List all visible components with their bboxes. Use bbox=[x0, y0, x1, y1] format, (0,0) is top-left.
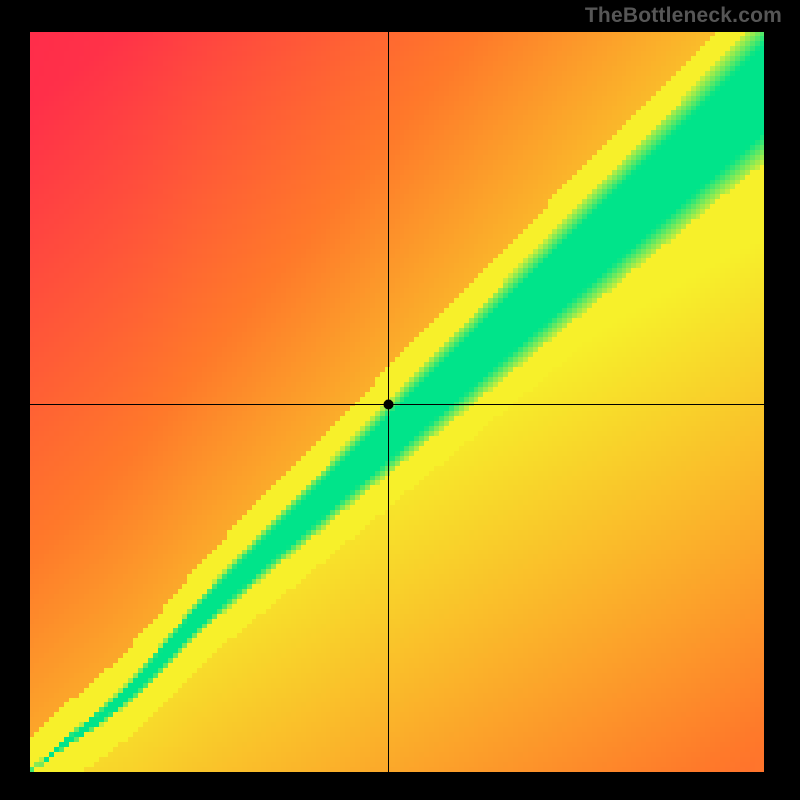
heatmap-canvas bbox=[30, 32, 770, 772]
chart-stage: TheBottleneck.com bbox=[0, 0, 800, 800]
watermark-text: TheBottleneck.com bbox=[585, 4, 782, 28]
plot-frame bbox=[30, 32, 770, 772]
